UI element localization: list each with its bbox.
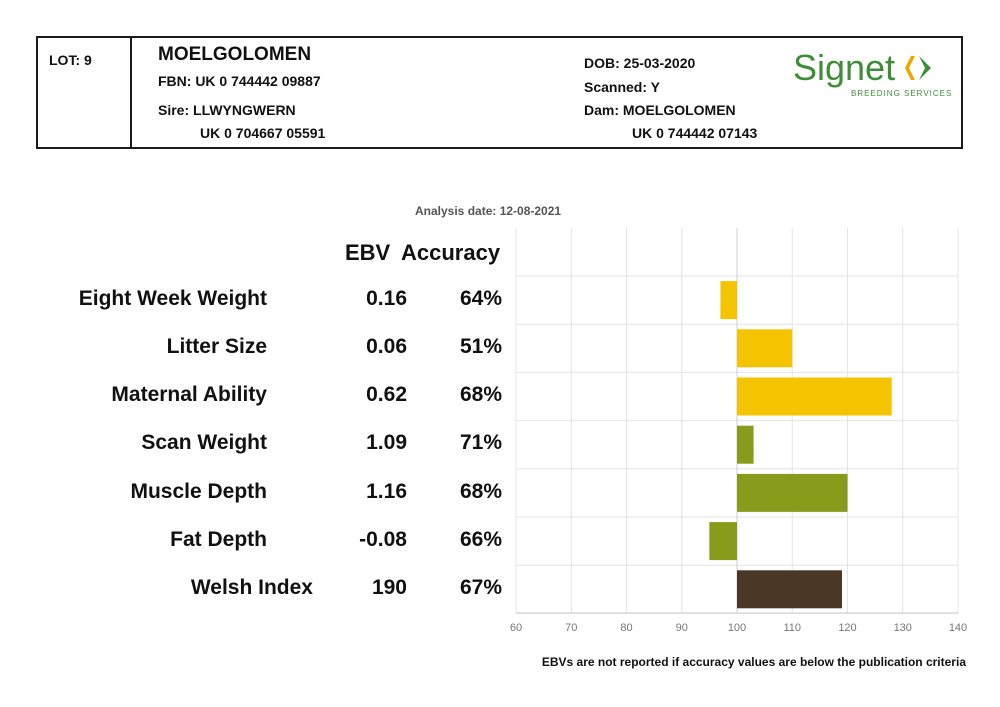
dob: DOB: 25-03-2020	[584, 55, 696, 71]
logo-subtitle: BREEDING SERVICES	[851, 89, 952, 98]
row-accuracy: 66%	[460, 528, 503, 551]
footnote: EBVs are not reported if accuracy values…	[541, 655, 966, 669]
logo-right-chevron	[919, 56, 931, 80]
row-ebv: 0.16	[366, 287, 407, 310]
scanned: Scanned: Y	[584, 79, 660, 95]
row-ebv: -0.08	[359, 528, 407, 551]
fbn: FBN: UK 0 744442 09887	[158, 73, 321, 89]
bar	[737, 377, 892, 416]
bar	[737, 473, 848, 512]
row-ebv: 1.09	[366, 431, 407, 454]
row-label: Scan Weight	[141, 431, 267, 454]
row-label: Welsh Index	[190, 576, 313, 599]
logo-left-chevron	[905, 56, 915, 80]
bar	[709, 522, 737, 561]
dam-name: Dam: MOELGOLOMEN	[584, 102, 736, 118]
row-ebv: 1.16	[366, 480, 407, 503]
bar	[737, 425, 754, 464]
lot-cell: LOT: 9	[38, 38, 132, 147]
row-label: Litter Size	[166, 335, 267, 358]
dam-id: UK 0 744442 07143	[632, 125, 758, 141]
row-label: Muscle Depth	[130, 480, 267, 503]
analysis-date: Analysis date: 12-08-2021	[415, 204, 562, 218]
x-tick-label: 100	[728, 622, 746, 634]
animal-name: MOELGOLOMEN	[158, 44, 312, 65]
row-label: Fat Depth	[170, 528, 267, 551]
signet-logo: Signet BREEDING SERVICES	[793, 47, 952, 98]
row-label: Maternal Ability	[111, 383, 267, 406]
bar	[737, 329, 793, 368]
row-ebv: 0.62	[366, 383, 407, 406]
row-accuracy: 71%	[460, 431, 503, 454]
bar	[720, 281, 737, 320]
x-tick-label: 130	[894, 622, 912, 634]
row-accuracy: 64%	[460, 287, 503, 310]
row-ebv: 190	[371, 576, 407, 599]
x-tick-label: 80	[620, 622, 632, 634]
row-ebv: 0.06	[366, 335, 407, 358]
logo-text: Signet	[793, 47, 895, 88]
sire-name: Sire: LLWYNGWERN	[158, 102, 296, 118]
x-tick-label: 60	[510, 622, 522, 634]
row-accuracy: 67%	[460, 576, 503, 599]
x-tick-label: 110	[783, 622, 801, 634]
row-accuracy: 68%	[460, 383, 503, 406]
sire-id: UK 0 704667 05591	[200, 125, 326, 141]
bar	[737, 570, 842, 609]
x-tick-label: 70	[565, 622, 577, 634]
x-tick-label: 120	[838, 622, 856, 634]
ebv-column-header: EBV	[345, 240, 391, 265]
x-tick-label: 140	[949, 622, 967, 634]
row-label: Eight Week Weight	[78, 287, 267, 310]
animal-header: LOT: 9 MOELGOLOMEN FBN: UK 0 744442 0988…	[36, 36, 963, 149]
lot-number: LOT: 9	[49, 52, 92, 68]
row-accuracy: 68%	[460, 480, 503, 503]
x-tick-label: 90	[676, 622, 688, 634]
row-accuracy: 51%	[460, 335, 503, 358]
accuracy-column-header: Accuracy	[401, 240, 501, 265]
